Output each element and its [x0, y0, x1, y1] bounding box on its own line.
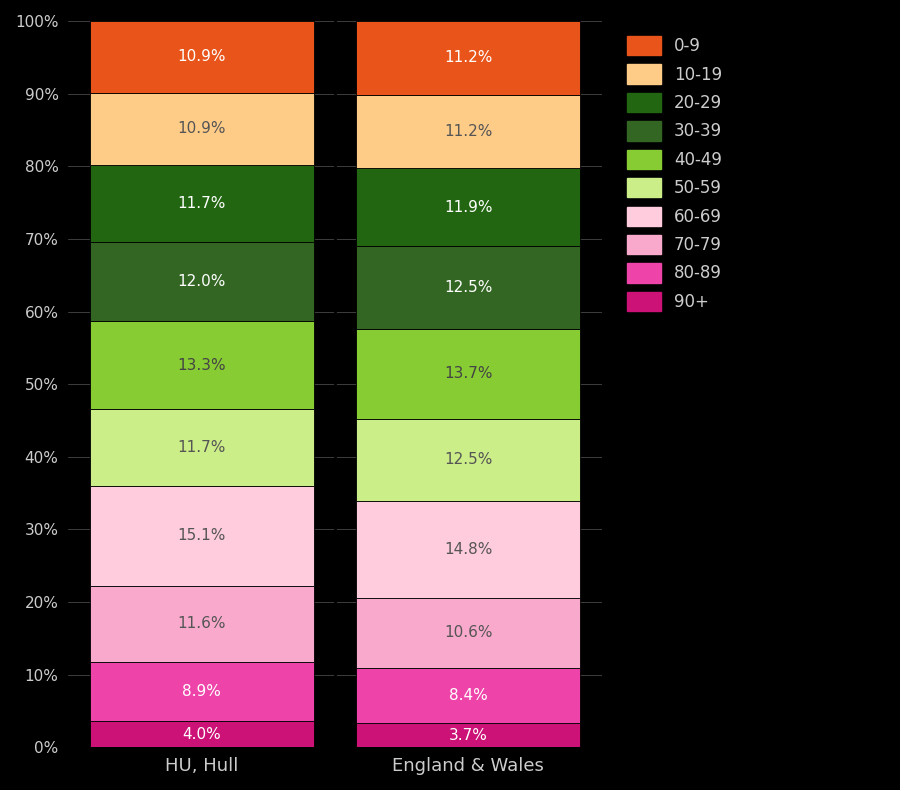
Bar: [356, 723, 580, 747]
Bar: [356, 95, 580, 168]
Legend: 0-9, 10-19, 20-29, 30-39, 40-49, 50-59, 60-69, 70-79, 80-89, 90+: 0-9, 10-19, 20-29, 30-39, 40-49, 50-59, …: [621, 29, 729, 318]
Text: 13.7%: 13.7%: [444, 366, 492, 381]
Bar: [90, 721, 313, 747]
Text: 15.1%: 15.1%: [177, 529, 226, 544]
Text: 11.7%: 11.7%: [177, 440, 226, 455]
Text: 11.6%: 11.6%: [177, 616, 226, 631]
Bar: [90, 662, 313, 721]
Text: 10.6%: 10.6%: [444, 626, 492, 641]
Bar: [356, 501, 580, 598]
Text: 14.8%: 14.8%: [444, 542, 492, 557]
Text: 11.2%: 11.2%: [444, 124, 492, 139]
Bar: [356, 168, 580, 246]
Text: 13.3%: 13.3%: [177, 358, 226, 373]
Bar: [90, 93, 313, 165]
Text: 8.9%: 8.9%: [182, 684, 221, 699]
Bar: [90, 486, 313, 585]
Text: 12.5%: 12.5%: [444, 452, 492, 467]
Text: 11.2%: 11.2%: [444, 51, 492, 66]
Bar: [90, 585, 313, 662]
Bar: [90, 242, 313, 322]
Bar: [356, 668, 580, 723]
Text: 11.9%: 11.9%: [444, 200, 492, 215]
Bar: [90, 21, 313, 93]
Bar: [356, 21, 580, 95]
Bar: [90, 409, 313, 486]
Text: 8.4%: 8.4%: [449, 688, 488, 703]
Bar: [90, 322, 313, 409]
Text: 11.7%: 11.7%: [177, 196, 226, 211]
Bar: [356, 246, 580, 329]
Text: 4.0%: 4.0%: [182, 727, 220, 742]
Text: 3.7%: 3.7%: [449, 728, 488, 743]
Text: 12.0%: 12.0%: [177, 274, 226, 289]
Text: 10.9%: 10.9%: [177, 122, 226, 137]
Bar: [356, 598, 580, 668]
Bar: [90, 165, 313, 242]
Bar: [356, 419, 580, 501]
Text: 12.5%: 12.5%: [444, 280, 492, 295]
Text: 10.9%: 10.9%: [177, 50, 226, 65]
Bar: [356, 329, 580, 419]
